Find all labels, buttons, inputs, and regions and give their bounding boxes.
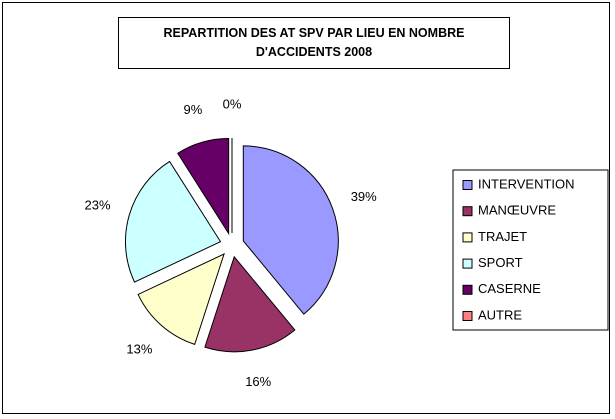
chart-title: REPARTITION DES AT SPV PAR LIEU EN NOMBR… [118,17,510,69]
data-label: 0% [223,96,242,111]
legend-label: MANŒUVRE [478,203,556,218]
legend-swatch [462,284,473,295]
legend-swatch [462,206,473,217]
pie-slice [137,253,225,345]
legend-label: CASERNE [478,281,541,296]
data-label: 16% [245,374,271,389]
legend-swatch [462,258,473,269]
legend-box [452,169,609,331]
legend-label: AUTRE [478,307,522,322]
pie-slice [177,137,230,236]
chart-frame [2,2,610,414]
pie-slice [204,255,296,353]
data-label: 23% [85,197,111,212]
data-label: 39% [351,189,377,204]
legend-swatch [462,180,473,190]
pie-slice [242,145,339,315]
data-label: 13% [126,341,152,356]
pie-slice [124,160,222,283]
legend-label: INTERVENTION [478,176,575,191]
legend-swatch [462,232,473,243]
legend-label: TRAJET [478,229,527,244]
data-label: 9% [184,102,203,117]
legend-swatch [462,311,473,321]
legend-label: SPORT [478,255,523,270]
